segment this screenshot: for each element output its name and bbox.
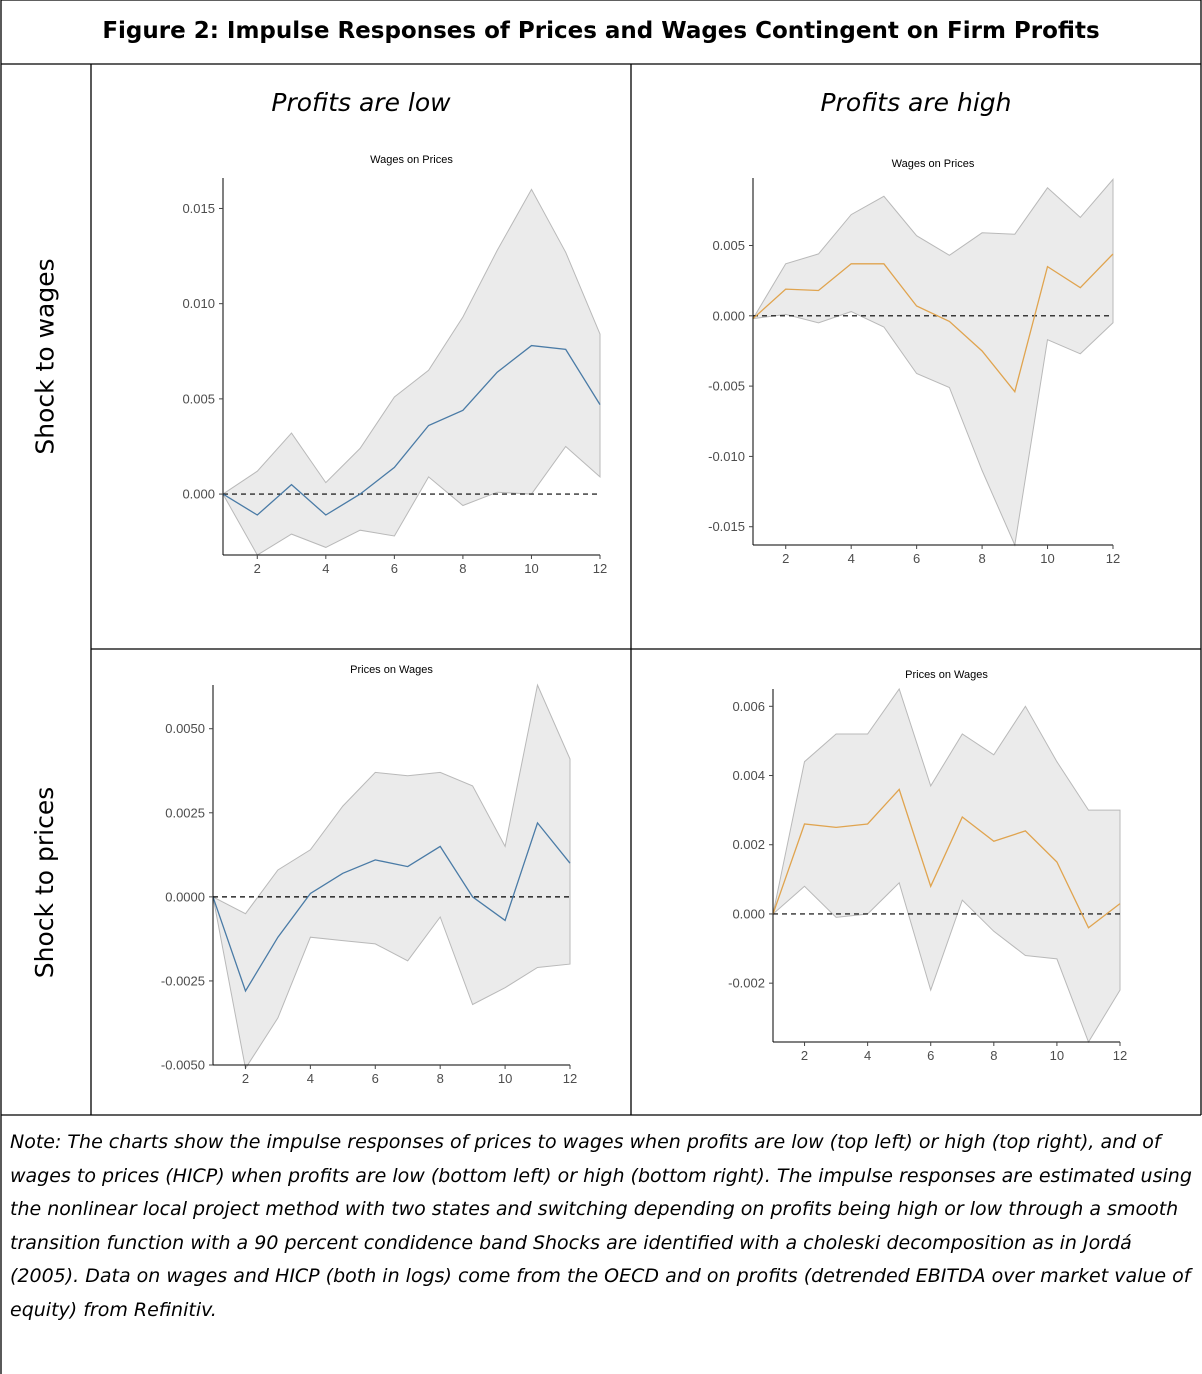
impulse-response-line — [772, 788, 1121, 929]
row-header-shock-to-prices: Shock to prices — [0, 649, 90, 1115]
x-tick-label: 6 — [913, 551, 920, 566]
y-tick-label: 0.0025 — [165, 805, 205, 820]
y-tick-label: 0.005 — [712, 238, 745, 253]
chart-title: Prices on Wages — [905, 669, 988, 681]
x-tick-label: 8 — [437, 1071, 444, 1086]
x-tick-label: 12 — [593, 561, 607, 576]
col-header-profits-low: Profits are low — [271, 87, 451, 117]
y-tick-label: 0.010 — [182, 296, 215, 311]
x-tick-label: 8 — [990, 1048, 997, 1063]
y-tick-label: 0.000 — [732, 906, 765, 921]
y-tick-label: 0.004 — [732, 768, 765, 783]
x-tick-label: 4 — [848, 551, 855, 566]
chart-top-left: Wages on Prices 0.000 0.005 0.010 0.015 2 4 6 8 1… — [182, 154, 607, 576]
y-tick-label: 0.000 — [712, 308, 745, 323]
chart-title: Prices on Wages — [350, 664, 433, 676]
x-tick-label: 2 — [242, 1071, 249, 1086]
x-tick-label: 2 — [801, 1048, 808, 1063]
figure-note: Note: The charts show the impulse respon… — [10, 1131, 1192, 1321]
impulse-response-line — [212, 821, 571, 993]
x-tick-label: 10 — [1050, 1048, 1064, 1063]
x-tick-label: 10 — [498, 1071, 512, 1086]
chart-bottom-right: Prices on Wages -0.002 0.000 0.002 0.004 0.00… — [728, 669, 1127, 1063]
x-tick-label: 2 — [782, 551, 789, 566]
x-tick-label: 12 — [1113, 1048, 1127, 1063]
x-tick-label: 8 — [459, 561, 466, 576]
y-tick-label: -0.002 — [728, 976, 765, 991]
col-header-profits-high: Profits are high — [820, 87, 1012, 117]
row-header-shock-to-wages: Shock to wages — [0, 64, 90, 649]
confidence-band — [212, 683, 571, 1070]
y-tick-label: 0.006 — [732, 699, 765, 714]
chart-title: Wages on Prices — [370, 154, 453, 166]
row-header-shock-to-wages-text: Shock to wages — [30, 258, 60, 455]
y-tick-label: -0.010 — [708, 449, 745, 464]
y-tick-label: -0.0025 — [161, 973, 205, 988]
impulse-response-line — [752, 253, 1114, 394]
row-header-shock-to-prices-text: Shock to prices — [30, 786, 60, 978]
y-tick-label: 0.0000 — [165, 889, 205, 904]
x-tick-label: 10 — [1040, 551, 1054, 566]
y-tick-label: -0.015 — [708, 519, 745, 534]
impulse-response-line — [222, 344, 601, 516]
chart-top-right: Wages on Prices -0.015 -0.010 -0.005 0.000 0.… — [708, 158, 1120, 566]
x-tick-label: 4 — [307, 1071, 314, 1086]
figure-title: Figure 2: Impulse Responses of Prices an… — [102, 18, 1100, 44]
x-tick-label: 6 — [927, 1048, 934, 1063]
chart-bottom-left: Prices on Wages -0.0050 -0.0025 0.0000 0.002… — [161, 664, 577, 1086]
x-tick-label: 4 — [322, 561, 329, 576]
y-tick-label: 0.0050 — [165, 721, 205, 736]
x-tick-label: 4 — [864, 1048, 871, 1063]
confidence-band — [222, 188, 601, 556]
y-tick-label: -0.005 — [708, 379, 745, 394]
chart-title: Wages on Prices — [892, 158, 975, 170]
x-tick-label: 10 — [524, 561, 538, 576]
x-tick-label: 12 — [1106, 551, 1120, 566]
confidence-band — [772, 687, 1121, 1044]
x-tick-label: 12 — [563, 1071, 577, 1086]
x-tick-label: 6 — [372, 1071, 379, 1086]
y-tick-label: 0.005 — [182, 391, 215, 406]
confidence-band — [752, 178, 1114, 547]
y-tick-label: 0.002 — [732, 837, 765, 852]
x-tick-label: 8 — [978, 551, 985, 566]
x-tick-label: 6 — [391, 561, 398, 576]
y-tick-label: 0.000 — [182, 487, 215, 502]
x-tick-label: 2 — [254, 561, 261, 576]
y-tick-label: -0.0050 — [161, 1058, 205, 1073]
y-tick-label: 0.015 — [182, 201, 215, 216]
